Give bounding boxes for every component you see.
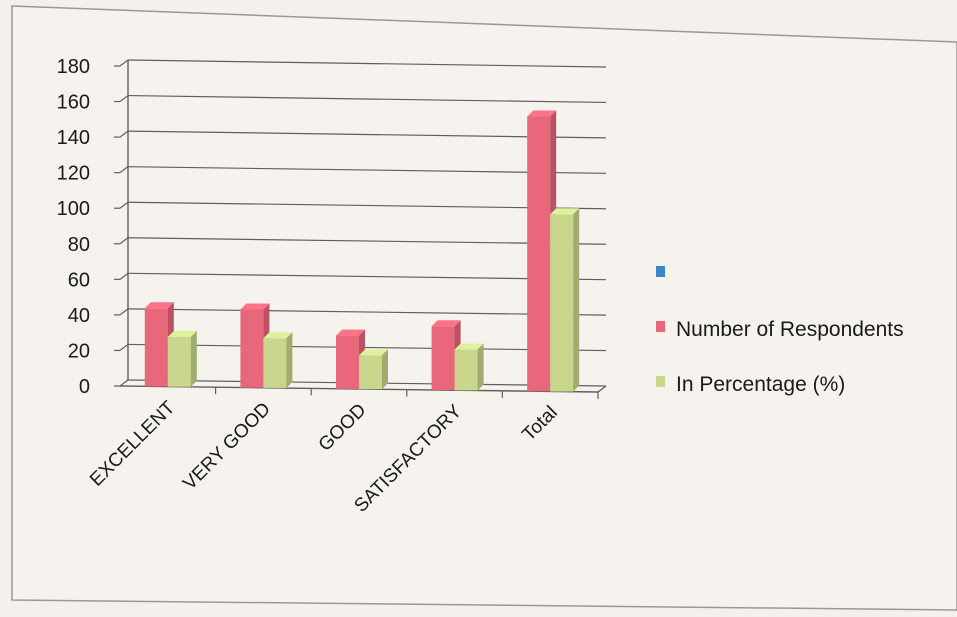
grid-lines	[119, 59, 607, 387]
grid-line	[127, 130, 607, 139]
y-tick-label: 80	[68, 234, 90, 256]
legend-label: Number of Respondents	[676, 318, 904, 341]
bar-top	[263, 332, 293, 339]
bar-percentage	[263, 338, 287, 388]
grid-line	[127, 94, 607, 104]
grid-line	[127, 59, 607, 68]
grid-line-depth	[119, 272, 129, 280]
bar-respondents	[431, 326, 455, 391]
bar-respondents	[527, 116, 551, 392]
bar-percentage	[454, 349, 478, 391]
y-tick-label: 60	[68, 269, 90, 291]
bar-side	[477, 343, 484, 391]
grid-line	[127, 272, 607, 281]
bar-percentage	[167, 336, 191, 387]
bar-top	[431, 320, 461, 327]
legend-swatch	[656, 376, 665, 387]
grid-line-depth	[119, 379, 129, 387]
grid-line-depth	[119, 95, 129, 103]
grid-line	[127, 237, 607, 245]
bar-top	[336, 329, 365, 336]
grid-line-depth	[119, 166, 129, 174]
bar-top	[550, 208, 580, 215]
legend: Number of Respondents In Percentage (%)	[656, 266, 904, 396]
grid-line-depth	[119, 343, 129, 351]
grid-line-depth	[119, 237, 129, 245]
y-tick-label: 100	[57, 198, 90, 220]
y-tick-label: 180	[57, 56, 90, 78]
bar-respondents	[336, 335, 359, 389]
bar-top	[527, 110, 557, 117]
y-axis-ticks: 0 20 40 60 80 100 120 140 160 180	[57, 56, 90, 398]
chart-border	[11, 5, 957, 611]
grid-line	[127, 166, 607, 174]
legend-swatch-blank	[656, 266, 665, 277]
bar-top	[240, 303, 270, 310]
bar-top	[359, 349, 388, 356]
grid-line-depth	[119, 130, 129, 138]
grid-line-depth	[119, 308, 129, 316]
bar-side	[190, 330, 197, 387]
y-tick-label: 40	[68, 305, 90, 327]
y-tick-label: 120	[57, 163, 90, 185]
bar-percentage	[550, 214, 574, 392]
bar-side	[382, 349, 388, 390]
bar-side	[573, 208, 580, 392]
grid-line	[127, 308, 607, 316]
bar-percentage	[359, 355, 382, 390]
grid-line	[127, 201, 607, 210]
y-tick-label: 20	[68, 340, 90, 362]
bar-respondents	[144, 308, 168, 387]
bar-side	[286, 332, 293, 388]
bar-top	[454, 343, 484, 350]
y-tick-label: 160	[57, 92, 90, 114]
bar-top	[144, 302, 174, 309]
y-tick-label: 140	[57, 127, 90, 149]
grid-line-depth	[119, 201, 129, 209]
bar-top	[167, 330, 197, 337]
y-tick-label: 0	[79, 376, 90, 398]
bars	[144, 110, 580, 392]
grid-line-depth	[119, 59, 129, 67]
grid-line	[127, 343, 607, 352]
legend-swatch	[656, 321, 665, 332]
bar-respondents	[240, 309, 264, 388]
legend-label: In Percentage (%)	[676, 373, 845, 396]
x-axis-end	[597, 385, 607, 393]
